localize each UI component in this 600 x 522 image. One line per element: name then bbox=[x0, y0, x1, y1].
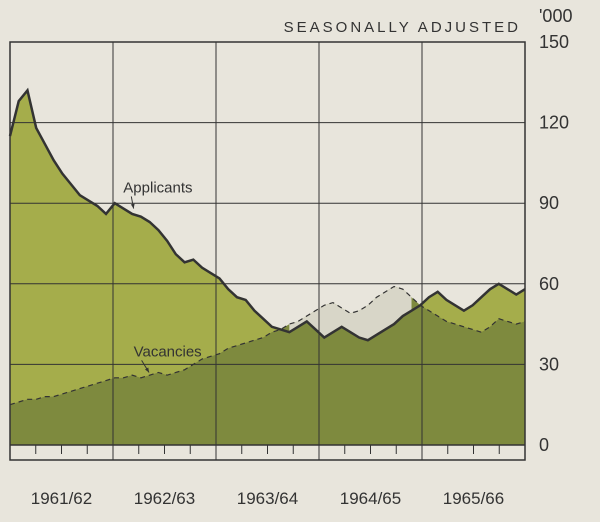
xtick-label: 1964/65 bbox=[340, 489, 401, 508]
ytick-label: 150 bbox=[539, 32, 569, 52]
ytick-label: 60 bbox=[539, 274, 559, 294]
applicants-label: Applicants bbox=[123, 179, 192, 196]
chart-container: SEASONALLY ADJUSTED '000 0 30 60 90 120 150 1961… bbox=[0, 0, 600, 522]
chart-svg: SEASONALLY ADJUSTED '000 0 30 60 90 120 150 1961… bbox=[0, 0, 600, 522]
header-label: SEASONALLY ADJUSTED bbox=[284, 19, 521, 36]
vacancies-label: Vacancies bbox=[134, 343, 202, 360]
ytick-label: 0 bbox=[539, 435, 549, 455]
ytick-label: 120 bbox=[539, 113, 569, 133]
xtick-label: 1961/62 bbox=[31, 489, 92, 508]
xtick-label: 1962/63 bbox=[134, 489, 195, 508]
unit-label: '000 bbox=[539, 6, 572, 26]
ytick-label: 90 bbox=[539, 193, 559, 213]
xtick-label: 1965/66 bbox=[443, 489, 504, 508]
xtick-label: 1963/64 bbox=[237, 489, 298, 508]
ytick-label: 30 bbox=[539, 354, 559, 374]
